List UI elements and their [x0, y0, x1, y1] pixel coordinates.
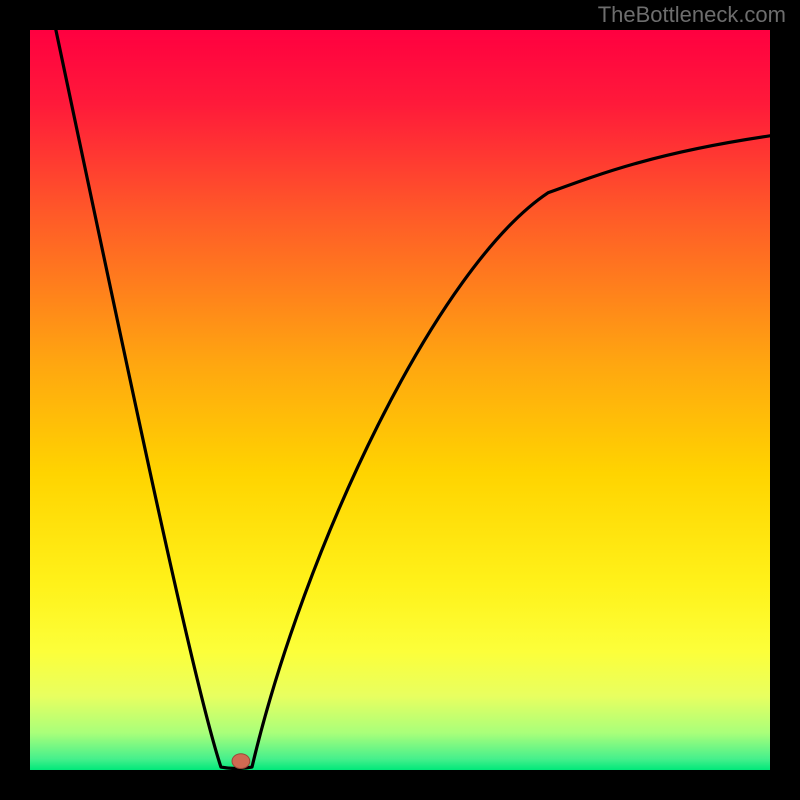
gradient-background — [30, 30, 770, 770]
bottleneck-chart — [30, 30, 770, 770]
chart-frame: TheBottleneck.com — [0, 0, 800, 800]
watermark-text: TheBottleneck.com — [598, 2, 786, 28]
chart-svg — [30, 30, 770, 770]
optimal-point-marker — [232, 754, 250, 769]
